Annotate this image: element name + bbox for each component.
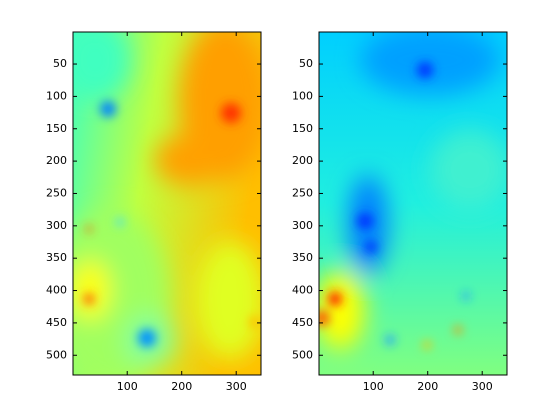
y-tick-label: 200 [46,154,67,167]
axes-frame [318,31,508,376]
y-tick-label: 500 [46,348,67,361]
y-tick-label: 350 [46,251,67,264]
x-tick-label: 200 [417,380,438,393]
x-tick-label: 100 [117,380,138,393]
y-tick-label: 450 [46,316,67,329]
y-tick-label: 500 [292,348,313,361]
y-tick-label: 150 [292,122,313,135]
y-tick-label: 50 [299,57,313,70]
x-tick-label: 200 [171,380,192,393]
y-tick-label: 450 [292,316,313,329]
heatmap-image [73,32,261,375]
y-tick-label: 250 [292,186,313,199]
y-tick-label: 350 [292,251,313,264]
x-tick-label: 300 [226,380,247,393]
y-tick-label: 150 [46,122,67,135]
y-tick-label: 400 [46,284,67,297]
y-tick-label: 100 [292,89,313,102]
y-tick-label: 200 [292,154,313,167]
y-tick-label: 400 [292,284,313,297]
y-tick-label: 50 [53,57,67,70]
y-tick-label: 300 [292,219,313,232]
x-tick-label: 100 [363,380,384,393]
y-tick-label: 300 [46,219,67,232]
heatmap-image [319,32,507,375]
x-tick-label: 300 [472,380,493,393]
y-tick-label: 100 [46,89,67,102]
y-tick-label: 250 [46,186,67,199]
axes-frame [72,31,262,376]
